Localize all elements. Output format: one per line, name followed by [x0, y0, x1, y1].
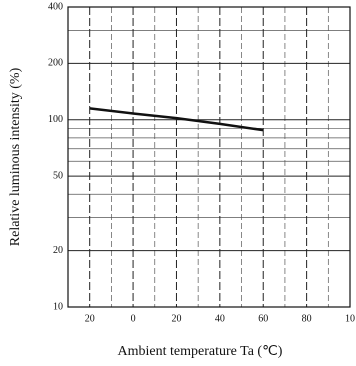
x-tick-label: 60 [258, 313, 268, 324]
x-tick-label: 10 [345, 313, 355, 324]
y-axis-title: Relative luminous intensity (%) [8, 67, 23, 246]
y-tick-label: 10 [53, 301, 63, 312]
y-tick-label: 100 [48, 114, 63, 125]
x-tick-label: 40 [215, 313, 225, 324]
x-tick-label: 80 [302, 313, 312, 324]
y-tick-label: 20 [53, 245, 63, 256]
x-tick-label: 0 [131, 313, 136, 324]
y-tick-label: 200 [48, 58, 63, 69]
x-tick-label: 20 [85, 313, 95, 324]
plot-frame [67, 6, 351, 308]
data-line [89, 107, 264, 132]
x-tick-label: 20 [171, 313, 181, 324]
y-tick-label: 50 [53, 170, 63, 181]
x-axis-title: Ambient temperature Ta (℃) [118, 344, 283, 359]
y-tick-label: 400 [48, 1, 63, 12]
